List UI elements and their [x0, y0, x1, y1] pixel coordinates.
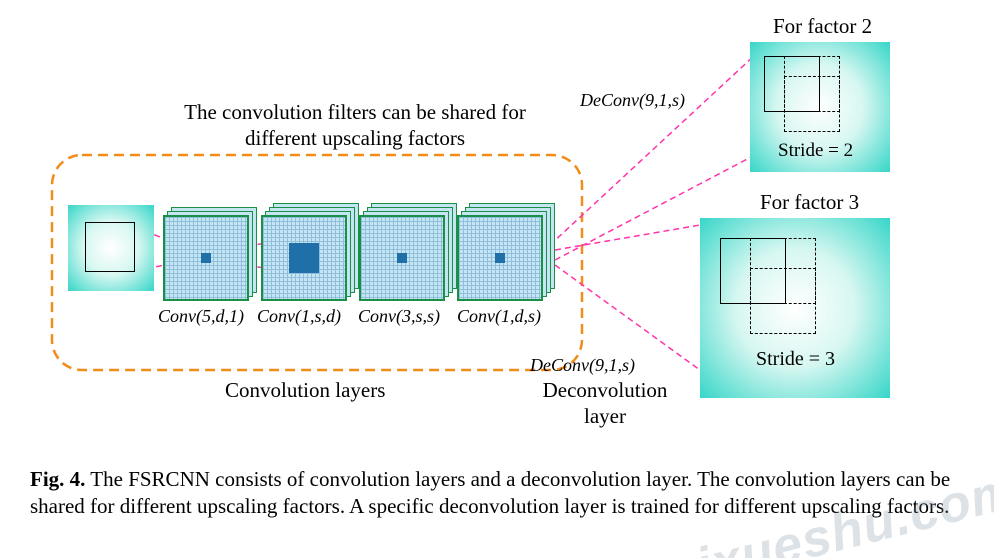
f3-dash-box-2 — [750, 268, 816, 334]
deconv-label-bottom: DeConv(9,1,s) — [530, 355, 635, 376]
shared-filters-heading-line1: The convolution filters can be shared fo… — [165, 100, 545, 125]
conv-block-4 — [457, 215, 543, 301]
f2-dash-box-2 — [784, 76, 840, 132]
factor3-stride: Stride = 3 — [756, 348, 835, 371]
conv3-label: Conv(3,s,s) — [358, 306, 440, 327]
factor2-title: For factor 2 — [773, 14, 872, 39]
conv2-label: Conv(1,s,d) — [257, 306, 341, 327]
shared-filters-heading-line2: different upscaling factors — [165, 126, 545, 151]
input-image-block — [68, 205, 154, 291]
conv-block-1 — [163, 215, 249, 301]
factor2-output-block: Stride = 2 — [750, 42, 890, 172]
factor3-title: For factor 3 — [760, 190, 859, 215]
conv4-label: Conv(1,d,s) — [457, 306, 541, 327]
conv-block-2 — [261, 215, 347, 301]
conv4-kernel — [495, 253, 505, 263]
factor2-stride: Stride = 2 — [778, 140, 853, 162]
conv-layers-caption: Convolution layers — [225, 378, 385, 403]
figure-text: The FSRCNN consists of convolution layer… — [30, 467, 950, 518]
conv1-label: Conv(5,d,1) — [158, 306, 244, 327]
deconv-label-top: DeConv(9,1,s) — [580, 90, 685, 111]
figure-label: Fig. 4. — [30, 467, 85, 491]
deconv-layer-caption-2: layer — [530, 404, 680, 429]
conv1-kernel — [201, 253, 211, 263]
figure-caption: Fig. 4. The FSRCNN consists of convoluti… — [30, 466, 966, 521]
conv-block-3 — [359, 215, 445, 301]
input-patch-box — [85, 222, 135, 272]
deconv-layer-caption-1: Deconvolution — [530, 378, 680, 403]
factor3-output-block: Stride = 3 — [700, 218, 890, 398]
conv2-kernel — [289, 243, 319, 273]
conv3-kernel — [397, 253, 407, 263]
